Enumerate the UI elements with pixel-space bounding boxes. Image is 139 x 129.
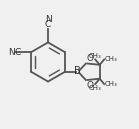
Text: C: C <box>45 20 51 29</box>
Text: C: C <box>14 48 21 57</box>
Text: O: O <box>86 81 93 90</box>
Text: N: N <box>9 48 15 57</box>
Text: N: N <box>45 15 51 24</box>
Text: CH₃: CH₃ <box>105 81 117 87</box>
Text: B: B <box>74 66 81 76</box>
Text: CH₃: CH₃ <box>105 57 117 62</box>
Text: CH₃: CH₃ <box>89 53 102 59</box>
Text: O: O <box>86 54 93 63</box>
Text: CH₃: CH₃ <box>89 85 102 91</box>
